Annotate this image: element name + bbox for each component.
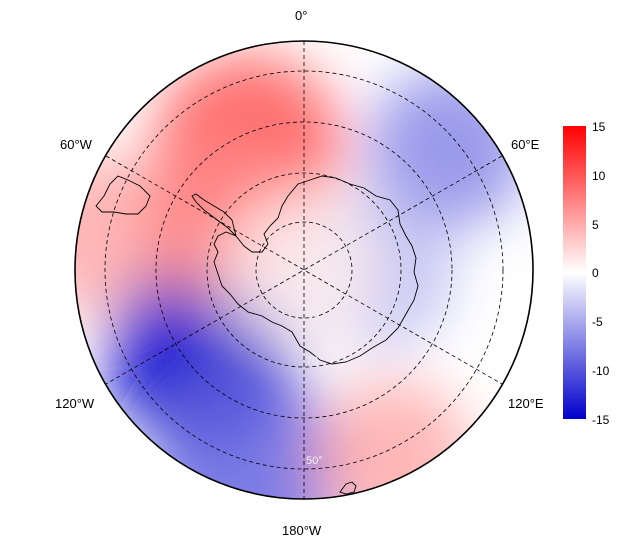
colorbar: [563, 126, 586, 419]
colorbar-tick: 15: [592, 120, 606, 134]
lon-label-120w: 120°W: [55, 396, 95, 411]
coastline: [95, 175, 419, 495]
latitude-circle-80: [255, 221, 353, 319]
lon-label-60w: 60°W: [60, 137, 92, 152]
lat-label-80: 80°: [306, 308, 323, 320]
antarctica-coast: [213, 175, 419, 365]
lon-label-120e: 120°E: [508, 396, 544, 411]
lat-label-50: 50°: [306, 455, 323, 467]
latitude-circle-60: [155, 121, 453, 419]
lon-label-0: 0°: [295, 8, 308, 23]
latitude-circle-50: [104, 70, 504, 470]
colorbar-tick: -15: [592, 413, 610, 427]
new-zealand-island: [339, 481, 357, 495]
lon-label-60e: 60°E: [511, 137, 540, 152]
lon-label-180w: 180°W: [282, 523, 322, 538]
graticule: [104, 41, 504, 499]
colorbar-tick: -5: [592, 315, 603, 329]
map-border: [74, 40, 534, 500]
anomaly-blob: [75, 153, 179, 314]
colorbar-tick: -10: [592, 364, 610, 378]
south-america-tip: [95, 175, 151, 215]
colorbar-tick: 0: [592, 266, 599, 280]
colorbar-tick: 5: [592, 218, 599, 232]
anomaly-blob: [224, 190, 384, 350]
latitude-circle-70: [206, 172, 402, 368]
lat-label-70: 70°: [306, 355, 323, 367]
meridian-60w-120e: [105, 155, 503, 385]
anomaly-blob: [312, 379, 473, 499]
meridian-60e-120w: [105, 155, 503, 385]
anomaly-blob: [154, 377, 345, 499]
antarctic-peninsula: [191, 193, 237, 238]
colorbar-tick: 10: [592, 169, 606, 183]
anomaly-field: [75, 53, 529, 499]
